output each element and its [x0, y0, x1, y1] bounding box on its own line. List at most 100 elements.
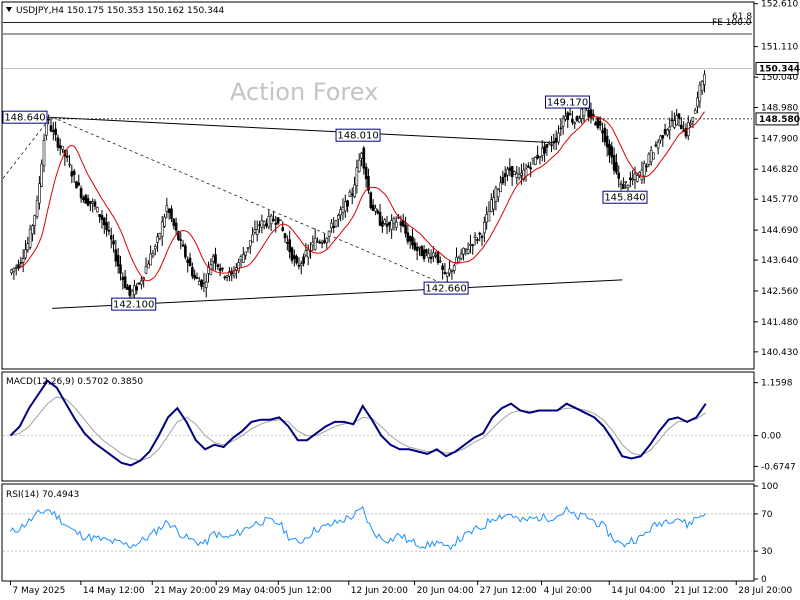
candle-body	[381, 221, 384, 227]
candle-body	[698, 84, 702, 102]
annotation-label: 142.100	[113, 300, 154, 311]
candle-body	[608, 143, 611, 156]
candle-body	[337, 215, 340, 220]
candle-body	[105, 222, 108, 231]
candle-body	[561, 118, 565, 127]
candle-body	[223, 276, 227, 279]
candle-body	[295, 256, 298, 264]
candle-body	[107, 229, 111, 232]
candle-body	[605, 135, 609, 148]
candle-body	[318, 241, 322, 244]
candle-body	[260, 220, 264, 228]
annotation-label: 142.660	[425, 284, 466, 295]
candle-body	[448, 268, 451, 274]
candle-body	[615, 162, 618, 173]
candle-body	[441, 265, 444, 271]
candle-body	[279, 219, 282, 222]
candle-body	[601, 130, 604, 134]
candle-body	[21, 258, 25, 263]
candle-body	[360, 152, 363, 159]
annotation-box	[2, 110, 48, 124]
candle-body	[594, 122, 597, 126]
candle-body	[313, 238, 317, 250]
candle-body	[306, 249, 310, 258]
candle-body	[144, 266, 148, 274]
candle-body	[506, 168, 509, 176]
candle-body	[436, 251, 440, 263]
candle-body	[116, 255, 120, 267]
upper-trendline	[47, 116, 553, 144]
candle-body	[350, 193, 354, 196]
candle-body	[119, 264, 122, 274]
candle-body	[218, 268, 222, 272]
candle-body	[626, 185, 630, 189]
candle-body	[536, 154, 539, 159]
current-price-tag	[755, 61, 799, 75]
candle-body	[248, 240, 252, 247]
candle-body	[517, 174, 521, 179]
rsi-tick-label: 70	[761, 510, 773, 520]
candle-body	[202, 282, 206, 284]
price-tick-label: 140.430	[761, 348, 798, 358]
candle-body	[571, 118, 574, 123]
candle-body	[51, 130, 55, 132]
candle-body	[677, 113, 681, 119]
price-tick-label: 146.820	[761, 165, 798, 175]
moving-average-line	[18, 111, 705, 282]
candle-body	[330, 222, 333, 229]
time-tick-label: 14 Jul 04:00	[611, 586, 665, 596]
rsi-tick-label: 0	[761, 575, 767, 585]
candle-body	[564, 115, 567, 120]
candle-body	[452, 265, 456, 271]
candle-body	[394, 221, 398, 228]
candle-body	[332, 226, 336, 228]
candle-body	[478, 232, 481, 235]
time-tick-label: 21 May 20:00	[154, 586, 216, 596]
candle-body	[72, 170, 76, 175]
price-tick-label: 148.980	[761, 103, 798, 113]
candle-body	[522, 169, 526, 180]
candle-body	[413, 242, 417, 250]
candle-body	[483, 222, 486, 234]
candle-body	[128, 284, 132, 296]
candle-body	[258, 224, 261, 226]
dropdown-triangle-icon[interactable]	[6, 7, 12, 12]
price-tick-label: 144.690	[761, 226, 798, 236]
candle-body	[65, 155, 69, 158]
candle-body	[492, 197, 495, 210]
candle-body	[272, 218, 275, 222]
candle-body	[524, 168, 528, 177]
candle-body	[418, 246, 421, 249]
candle-body	[341, 206, 345, 213]
annotation-label: 148.640	[4, 113, 45, 124]
candle-body	[14, 266, 18, 269]
candle-body	[459, 253, 463, 259]
candle-body	[283, 233, 287, 239]
annotation-box	[602, 190, 648, 204]
candle-body	[390, 220, 393, 230]
candle-body	[364, 166, 368, 180]
candle-body	[557, 132, 560, 143]
candle-body	[559, 127, 563, 130]
candle-body	[302, 256, 305, 264]
candle-body	[149, 253, 152, 266]
price-tick-label: 145.770	[761, 195, 798, 205]
candle-body	[253, 229, 257, 233]
candle-body	[489, 199, 493, 212]
price-layer: 148.640 142.100 148.010 142.660 149.170 145.8…	[2, 22, 752, 311]
candle-body	[133, 285, 136, 295]
candle-body	[485, 214, 488, 223]
rsi-tick-label: 30	[761, 547, 773, 557]
candle-body	[700, 80, 704, 91]
time-tick-label: 29 May 04:00	[218, 586, 280, 596]
rsi-tick-label: 100	[761, 482, 778, 492]
time-tick-label: 12 Jun 20:00	[351, 586, 408, 596]
candle-body	[408, 236, 412, 242]
candle-body	[251, 234, 254, 243]
candle-body	[406, 232, 410, 242]
candle-body	[214, 254, 217, 264]
candle-body	[327, 230, 331, 237]
candle-body	[191, 267, 194, 277]
candle-body	[575, 116, 579, 121]
candle-body	[86, 198, 90, 206]
